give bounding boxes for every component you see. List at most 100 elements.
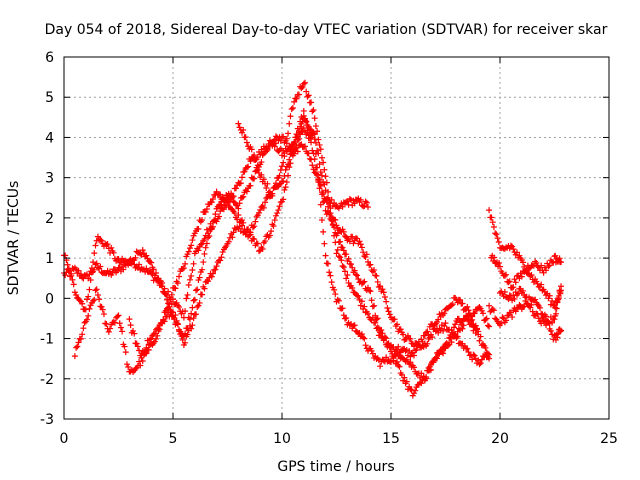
data-point	[312, 123, 319, 130]
data-point	[160, 316, 167, 323]
y-tick-label: 0	[45, 291, 54, 307]
data-point	[364, 204, 371, 211]
data-point	[102, 320, 109, 327]
data-point	[165, 288, 172, 295]
data-point	[401, 374, 408, 381]
data-point	[193, 311, 200, 318]
data-point	[230, 229, 237, 236]
data-point	[270, 140, 277, 147]
data-point	[408, 387, 415, 394]
data-point	[196, 299, 203, 306]
data-point	[323, 179, 330, 186]
data-point	[202, 208, 209, 215]
data-point	[358, 244, 365, 251]
data-point	[440, 350, 447, 357]
data-point	[314, 128, 321, 135]
data-point	[161, 285, 168, 292]
data-point	[362, 198, 369, 205]
data-point	[368, 347, 375, 354]
data-point	[182, 308, 189, 315]
data-point	[493, 231, 500, 238]
data-point	[94, 292, 101, 299]
data-point	[335, 253, 342, 260]
data-point	[488, 214, 495, 221]
data-point	[557, 328, 564, 335]
data-point	[308, 139, 315, 146]
data-point	[506, 278, 513, 285]
y-tick-label: -3	[40, 412, 54, 428]
data-point	[473, 326, 480, 333]
data-point	[513, 249, 520, 256]
data-point	[131, 330, 138, 337]
data-point	[251, 175, 258, 182]
data-point	[555, 292, 562, 299]
y-tick-label: 5	[45, 90, 54, 106]
data-point	[281, 153, 288, 160]
data-point	[151, 338, 158, 345]
data-point	[415, 338, 422, 345]
data-markers	[61, 79, 565, 399]
data-point	[363, 199, 370, 206]
data-point	[235, 211, 242, 218]
data-point	[554, 299, 561, 306]
data-point	[379, 286, 386, 293]
data-point	[320, 199, 327, 206]
data-point	[287, 113, 294, 120]
series-track-7	[488, 252, 565, 291]
data-point	[172, 285, 179, 292]
data-point	[345, 255, 352, 262]
data-point	[368, 297, 375, 304]
data-point	[383, 298, 390, 305]
data-point	[325, 260, 332, 267]
data-point	[343, 314, 350, 321]
data-point	[246, 232, 253, 239]
data-point	[541, 264, 548, 271]
data-point	[421, 332, 428, 339]
data-point	[534, 263, 541, 270]
data-point	[223, 194, 230, 201]
data-point	[171, 314, 178, 321]
data-point	[543, 267, 550, 274]
data-point	[80, 325, 87, 332]
data-point	[255, 209, 262, 216]
data-point	[303, 119, 310, 126]
data-point	[338, 257, 345, 264]
data-point	[103, 241, 110, 248]
data-point	[137, 362, 144, 369]
series-track-5	[235, 107, 493, 399]
data-point	[73, 292, 80, 299]
data-point	[205, 230, 212, 237]
data-point	[251, 223, 258, 230]
data-point	[252, 156, 259, 163]
data-point	[331, 286, 338, 293]
data-point	[155, 328, 162, 335]
data-point	[321, 166, 328, 173]
data-point	[459, 300, 466, 307]
data-point	[441, 310, 448, 317]
data-point	[343, 251, 350, 258]
data-point	[378, 333, 385, 340]
data-point	[153, 269, 160, 276]
data-point	[413, 346, 420, 353]
data-point	[190, 297, 197, 304]
data-point	[185, 248, 192, 255]
data-point	[326, 211, 333, 218]
data-point	[208, 273, 215, 280]
x-axis-label: GPS time / hours	[277, 459, 394, 475]
data-point	[75, 267, 82, 274]
data-point	[527, 304, 534, 311]
data-point	[418, 380, 425, 387]
data-point	[199, 240, 206, 247]
data-point	[344, 272, 351, 279]
data-point	[503, 271, 510, 278]
data-point	[533, 260, 540, 266]
data-point	[447, 335, 454, 342]
data-point	[199, 291, 206, 298]
data-point	[375, 283, 382, 290]
data-point	[340, 247, 347, 254]
data-point	[209, 195, 216, 202]
data-point	[202, 244, 209, 251]
data-point	[174, 280, 181, 287]
data-point	[340, 228, 347, 235]
data-point	[448, 302, 455, 309]
